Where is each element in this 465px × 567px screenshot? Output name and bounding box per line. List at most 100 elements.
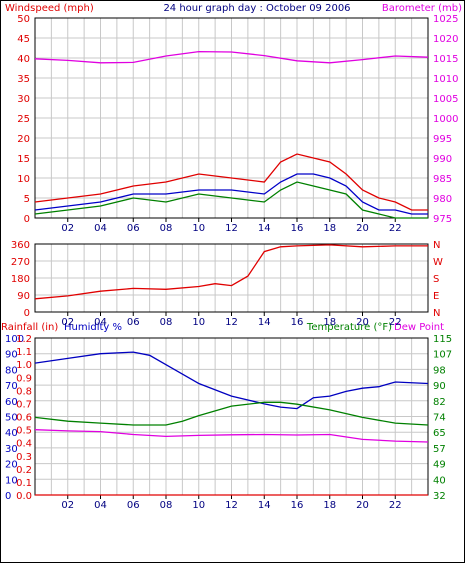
- humidity-tick-label: 60: [5, 397, 18, 408]
- direction-panel-x-tick-label: 12: [225, 317, 238, 328]
- direction-panel-x-tick-label: 16: [291, 317, 304, 328]
- wind-panel-left-tick-label: 10: [17, 174, 30, 185]
- humidity-tick-label: 90: [5, 350, 18, 361]
- humidity-tick-label: 80: [5, 365, 18, 376]
- wind-panel-x-tick-label: 08: [160, 223, 173, 234]
- direction-panel-x-tick-label: 22: [389, 317, 402, 328]
- direction-panel-right-tick-label: N: [433, 308, 440, 319]
- wind-panel-left-tick-label: 20: [17, 134, 30, 145]
- wind-panel-x-tick-label: 02: [61, 223, 74, 234]
- wind-panel-x-tick-label: 22: [389, 223, 402, 234]
- direction-panel-left-tick-label: 360: [11, 240, 30, 251]
- direction-panel-x-tick-label: 06: [127, 317, 140, 328]
- humidity-panel-right-tick-label: 32: [433, 491, 446, 502]
- direction-panel-right-tick-label: W: [433, 257, 443, 268]
- wind-panel-left-tick-label: 35: [17, 74, 30, 85]
- rainfall-axis-label: Rainfall (in): [1, 322, 58, 333]
- direction-panel-x-tick-label: 08: [160, 317, 173, 328]
- humidity-panel-right-tick-label: 65: [433, 428, 446, 439]
- direction-panel-x-tick-label: 14: [258, 317, 271, 328]
- direction-panel-x-tick-label: 02: [61, 317, 74, 328]
- rainfall-tick-label: 0.7: [16, 399, 32, 410]
- wind-panel-right-tick-label: 1015: [433, 54, 458, 65]
- humidity-panel-right-tick-label: 57: [433, 444, 446, 455]
- humidity-axis-label: Humidity %: [64, 322, 122, 333]
- direction-panel-left-tick-label: 270: [11, 257, 30, 268]
- direction-panel-x-tick-label: 04: [94, 317, 107, 328]
- windspeed-axis-label: Windspeed (mph): [5, 3, 94, 14]
- wind-panel-right-tick-label: 1025: [433, 14, 458, 25]
- humidity-panel-x-tick-label: 20: [356, 500, 369, 511]
- temperature-axis-label: Temperature (°F): [306, 322, 392, 333]
- wind_avg-series-line: [34, 173, 428, 215]
- wind-panel-left-tick-label: 15: [17, 154, 30, 165]
- humidity-panel-x-tick-label: 08: [160, 500, 173, 511]
- rainfall-tick-label: 0.5: [16, 426, 32, 437]
- humidity-panel-x-tick-label: 18: [323, 500, 336, 511]
- humidity-panel-right-tick-label: 40: [433, 475, 446, 486]
- wind-panel-right-tick-label: 985: [433, 174, 452, 185]
- temperature-series-line: [34, 401, 429, 426]
- rainfall-tick-label: 0.3: [16, 452, 32, 463]
- humidity-tick-label: 100: [5, 334, 24, 345]
- rainfall-tick-label: 0.9: [16, 373, 32, 384]
- humidity-panel-x-tick-label: 16: [291, 500, 304, 511]
- humidity-tick-label: 30: [5, 444, 18, 455]
- rainfall-tick-label: 1.1: [16, 347, 32, 358]
- direction-panel-x-tick-label: 18: [323, 317, 336, 328]
- wind-panel-right-tick-label: 1010: [433, 74, 458, 85]
- direction-panel-right-tick-label: N: [433, 240, 440, 251]
- direction-panel-right-tick-label: E: [433, 291, 439, 302]
- humidity-panel-right-tick-label: 82: [433, 397, 446, 408]
- direction-panel-x-tick-label: 10: [192, 317, 205, 328]
- rainfall-tick-label: 0.8: [16, 386, 32, 397]
- humidity-series-line: [34, 351, 429, 410]
- wind-panel-right-tick-label: 995: [433, 134, 452, 145]
- humidity-panel-x-tick-label: 04: [94, 500, 107, 511]
- wind-panel-left-tick-label: 40: [17, 54, 30, 65]
- humidity-panel-right-tick-label: 115: [433, 334, 452, 345]
- humidity-panel-x-tick-label: 10: [192, 500, 205, 511]
- barometer-axis-label: Barometer (mb): [382, 3, 462, 14]
- humidity-panel-x-tick-label: 22: [389, 500, 402, 511]
- wind-panel-x-tick-label: 06: [127, 223, 140, 234]
- rainfall-tick-label: 0.4: [16, 439, 32, 450]
- wind-panel-x-tick-label: 12: [225, 223, 238, 234]
- wind-panel-left-tick-label: 25: [17, 114, 30, 125]
- wind-panel-x-tick-label: 18: [323, 223, 336, 234]
- rainfall-tick-label: 0.0: [16, 491, 32, 502]
- wind-barometer-panel: 02 04 06 08 10 12 14 16 18 20 22051015202530354045…: [17, 14, 458, 234]
- wind-panel-right-tick-label: 1000: [433, 114, 458, 125]
- chart-title: 24 hour graph day : October 09 2006: [163, 3, 350, 14]
- humidity-tick-label: 50: [5, 413, 18, 424]
- wind_speed-series-line: [34, 181, 428, 219]
- humidity-panel-right-tick-label: 98: [433, 365, 446, 376]
- humidity-temperature-panel: 02 04 06 08 10 12 14 16 18 20 22 32 40 49 57 65 74 82 90 98…: [5, 334, 452, 511]
- humidity-panel-right-tick-label: 107: [433, 350, 452, 361]
- humidity-tick-label: 10: [5, 475, 18, 486]
- humidity-panel-right-tick-label: 49: [433, 460, 446, 471]
- direction-panel-left-tick-label: 90: [17, 291, 30, 302]
- rainfall-tick-label: 1.0: [16, 360, 32, 371]
- wind-panel-right-tick-label: 1005: [433, 94, 458, 105]
- direction-panel-left-tick-label: 180: [11, 274, 30, 285]
- direction-panel-left-tick-label: 0: [24, 308, 30, 319]
- wind-panel-x-tick-label: 20: [356, 223, 369, 234]
- wind-panel-x-tick-label: 04: [94, 223, 107, 234]
- wind-panel-right-tick-label: 1020: [433, 34, 458, 45]
- wind-panel-right-tick-label: 975: [433, 214, 452, 225]
- humidity-panel-x-tick-label: 02: [61, 500, 74, 511]
- rainfall-tick-label: 1.2: [16, 334, 32, 345]
- wind-panel-x-tick-label: 10: [192, 223, 205, 234]
- wind-panel-left-tick-label: 45: [17, 34, 30, 45]
- wind_gust-series-line: [34, 153, 428, 211]
- dewpoint-series-line: [34, 429, 429, 443]
- humidity-panel-x-tick-label: 14: [258, 500, 271, 511]
- humidity-panel-right-tick-label: 90: [433, 381, 446, 392]
- humidity-tick-label: 20: [5, 460, 18, 471]
- humidity-tick-label: 0: [5, 491, 11, 502]
- humidity-panel-x-tick-label: 06: [127, 500, 140, 511]
- direction-series-line: [34, 244, 428, 300]
